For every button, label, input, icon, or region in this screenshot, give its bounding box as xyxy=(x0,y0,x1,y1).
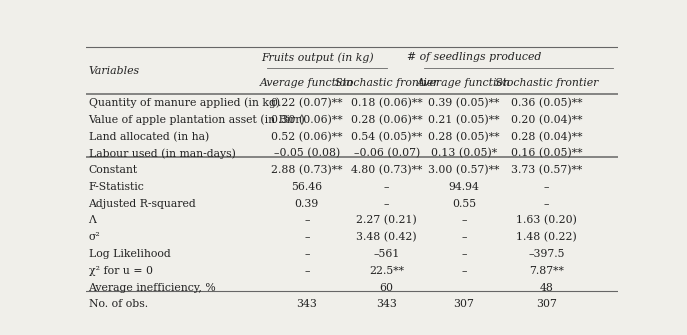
Text: 0.30 (0.06)**: 0.30 (0.06)** xyxy=(271,115,343,125)
Text: 0.18 (0.06)**: 0.18 (0.06)** xyxy=(351,98,423,108)
Text: σ²: σ² xyxy=(89,232,100,242)
Text: Adjusted R-squared: Adjusted R-squared xyxy=(89,199,196,209)
Text: 0.52 (0.06)**: 0.52 (0.06)** xyxy=(271,131,343,142)
Text: Land allocated (in ha): Land allocated (in ha) xyxy=(89,131,209,142)
Text: χ² for u = 0: χ² for u = 0 xyxy=(89,266,153,276)
Text: 2.88 (0.73)**: 2.88 (0.73)** xyxy=(271,165,343,175)
Text: Average function: Average function xyxy=(260,78,354,88)
Text: 343: 343 xyxy=(376,299,397,309)
Text: 0.39: 0.39 xyxy=(295,199,319,209)
Text: 3.48 (0.42): 3.48 (0.42) xyxy=(357,232,417,243)
Text: # of seedlings produced: # of seedlings produced xyxy=(407,53,542,63)
Text: 307: 307 xyxy=(453,299,474,309)
Text: 307: 307 xyxy=(536,299,557,309)
Text: No. of obs.: No. of obs. xyxy=(89,299,148,309)
Text: 0.20 (0.04)**: 0.20 (0.04)** xyxy=(510,115,582,125)
Text: –: – xyxy=(384,199,390,209)
Text: 0.36 (0.05)**: 0.36 (0.05)** xyxy=(510,98,582,108)
Text: –397.5: –397.5 xyxy=(528,249,565,259)
Text: –: – xyxy=(304,266,310,276)
Text: 56.46: 56.46 xyxy=(291,182,322,192)
Text: Average function: Average function xyxy=(417,78,511,88)
Text: –: – xyxy=(461,232,466,242)
Text: 3.00 (0.57)**: 3.00 (0.57)** xyxy=(428,165,499,175)
Text: –: – xyxy=(461,249,466,259)
Text: Variables: Variables xyxy=(89,66,139,75)
Text: –561: –561 xyxy=(374,249,400,259)
Text: Fruits output (in kg): Fruits output (in kg) xyxy=(261,52,374,63)
Text: F-Statistic: F-Statistic xyxy=(89,182,144,192)
Text: Λ: Λ xyxy=(89,215,96,225)
Text: Stochastic frontier: Stochastic frontier xyxy=(495,78,598,88)
Text: 1.48 (0.22): 1.48 (0.22) xyxy=(516,232,577,243)
Text: 0.22 (0.07)**: 0.22 (0.07)** xyxy=(271,98,343,108)
Text: 0.39 (0.05)**: 0.39 (0.05)** xyxy=(428,98,499,108)
Text: –: – xyxy=(304,232,310,242)
Text: Stochastic frontier: Stochastic frontier xyxy=(335,78,438,88)
Text: 1.63 (0.20): 1.63 (0.20) xyxy=(516,215,577,225)
Text: 0.16 (0.05)**: 0.16 (0.05)** xyxy=(510,148,582,158)
Text: –0.06 (0.07): –0.06 (0.07) xyxy=(354,148,420,158)
Text: –: – xyxy=(461,266,466,276)
Text: 48: 48 xyxy=(539,282,553,292)
Text: –: – xyxy=(461,215,466,225)
Text: 0.28 (0.04)**: 0.28 (0.04)** xyxy=(510,131,582,142)
Text: 7.87**: 7.87** xyxy=(529,266,564,276)
Text: Log Likelihood: Log Likelihood xyxy=(89,249,170,259)
Text: 94.94: 94.94 xyxy=(449,182,480,192)
Text: 0.54 (0.05)**: 0.54 (0.05)** xyxy=(351,131,423,142)
Text: 0.13 (0.05)*: 0.13 (0.05)* xyxy=(431,148,497,158)
Text: –: – xyxy=(543,182,549,192)
Text: Constant: Constant xyxy=(89,165,137,175)
Text: 60: 60 xyxy=(380,282,394,292)
Text: Average inefficiency, %: Average inefficiency, % xyxy=(89,282,216,292)
Text: 0.21 (0.05)**: 0.21 (0.05)** xyxy=(428,115,499,125)
Text: 3.73 (0.57)**: 3.73 (0.57)** xyxy=(511,165,582,175)
Text: 22.5**: 22.5** xyxy=(369,266,404,276)
Text: 0.55: 0.55 xyxy=(452,199,476,209)
Text: –0.05 (0.08): –0.05 (0.08) xyxy=(273,148,340,158)
Text: Quantity of manure applied (in kg): Quantity of manure applied (in kg) xyxy=(89,98,280,108)
Text: –: – xyxy=(304,215,310,225)
Text: 2.27 (0.21): 2.27 (0.21) xyxy=(357,215,417,225)
Text: Value of apple plantation asset (in Birr): Value of apple plantation asset (in Birr… xyxy=(89,115,305,125)
Text: –: – xyxy=(304,249,310,259)
Text: 343: 343 xyxy=(296,299,317,309)
Text: –: – xyxy=(543,199,549,209)
Text: –: – xyxy=(384,182,390,192)
Text: 0.28 (0.05)**: 0.28 (0.05)** xyxy=(428,131,499,142)
Text: Labour used (in man-days): Labour used (in man-days) xyxy=(89,148,236,159)
Text: 4.80 (0.73)**: 4.80 (0.73)** xyxy=(351,165,423,175)
Text: 0.28 (0.06)**: 0.28 (0.06)** xyxy=(351,115,423,125)
